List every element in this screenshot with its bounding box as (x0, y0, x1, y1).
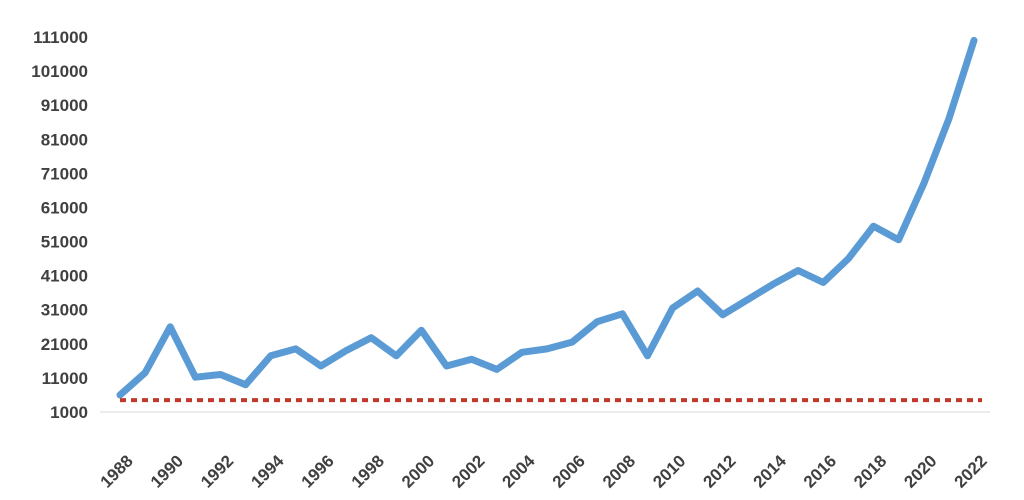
y-tick-label: 71000 (41, 164, 88, 183)
x-tick-label: 1996 (298, 451, 338, 491)
x-tick-label: 2012 (699, 451, 739, 491)
x-axis-ticks: 1988 1990 1992 1994 1996 1998 2000 2002 2004 2006… (97, 451, 991, 492)
y-tick-label: 81000 (41, 130, 88, 149)
series-line (116, 36, 978, 399)
y-tick-label: 11000 (42, 369, 88, 388)
x-tick-label: 1988 (97, 451, 137, 491)
x-tick-label: 1990 (147, 451, 187, 491)
x-tick-label: 2004 (499, 451, 540, 492)
y-tick-label: 101000 (31, 62, 88, 81)
x-tick-label: 2020 (900, 451, 940, 491)
y-tick-label: 31000 (41, 301, 88, 320)
x-tick-label: 2002 (448, 451, 488, 491)
x-tick-label: 2000 (398, 451, 438, 491)
x-tick-label: 1994 (247, 451, 288, 492)
x-tick-label: 2022 (951, 451, 991, 491)
x-tick-label: 1992 (197, 451, 237, 491)
y-tick-label: 21000 (41, 335, 88, 354)
x-tick-label: 2008 (599, 451, 639, 491)
y-tick-label: 111000 (33, 28, 88, 47)
series-layer (116, 36, 982, 403)
x-tick-label: 2006 (549, 451, 589, 491)
y-tick-label: 91000 (41, 96, 88, 115)
y-axis-ticks: 1000 11000 21000 31000 41000 51000 61000 71000 8… (31, 28, 88, 422)
x-tick-label: 2016 (800, 451, 840, 491)
x-tick-label: 2018 (850, 451, 890, 491)
x-tick-label: 1998 (348, 451, 388, 491)
y-tick-label: 1000 (50, 403, 88, 422)
x-tick-label: 2010 (649, 451, 689, 491)
y-tick-label: 51000 (41, 233, 88, 252)
y-tick-label: 61000 (41, 198, 88, 217)
y-tick-label: 41000 (41, 267, 88, 286)
x-tick-label: 2014 (750, 451, 791, 492)
